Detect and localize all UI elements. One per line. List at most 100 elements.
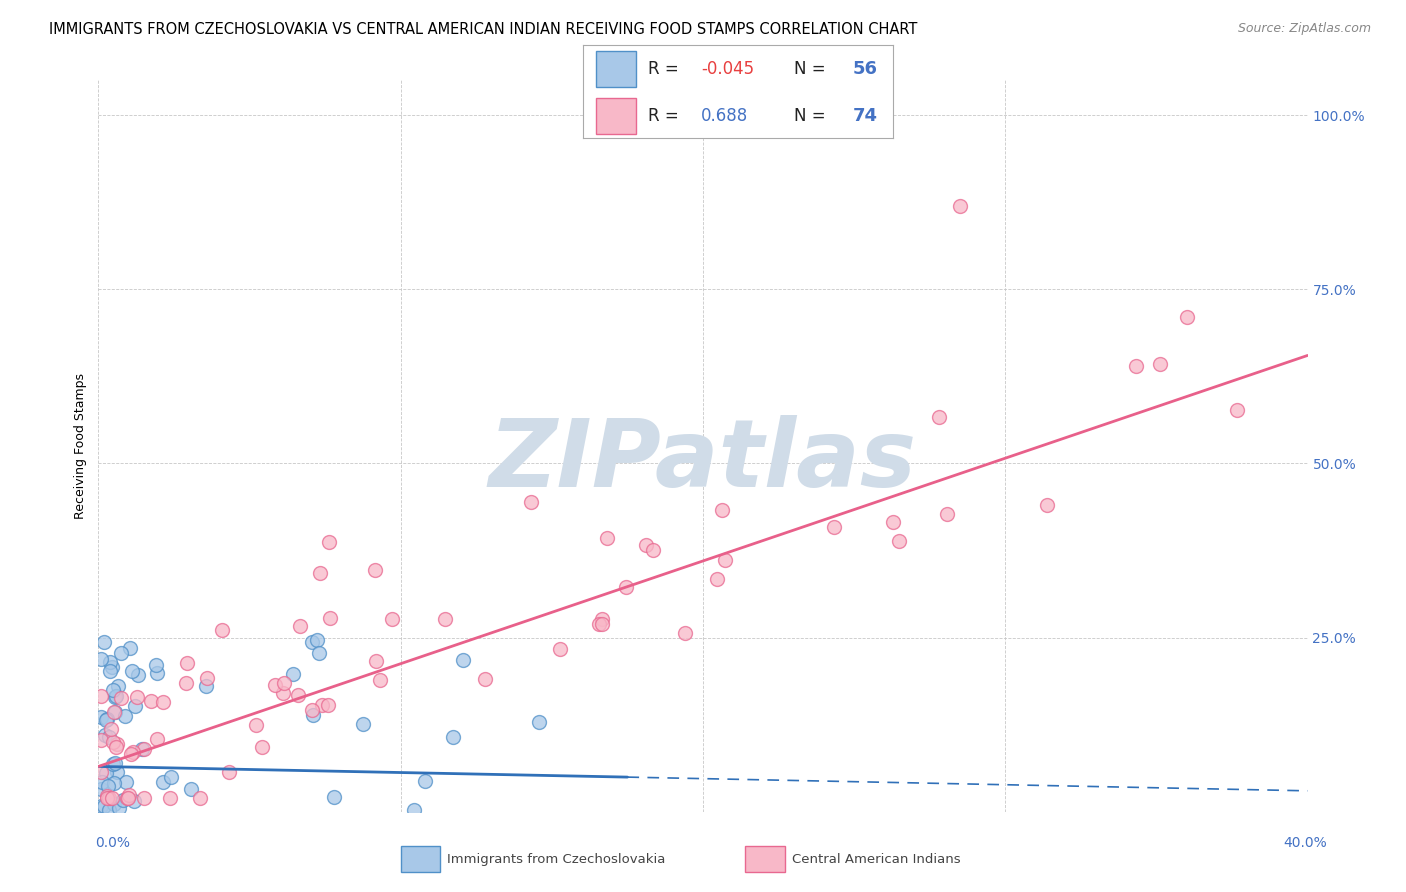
Point xyxy=(823,520,845,534)
FancyBboxPatch shape xyxy=(596,51,636,87)
Point xyxy=(120,747,142,762)
Point xyxy=(132,790,155,805)
Point xyxy=(152,775,174,789)
Point xyxy=(145,657,167,672)
Point xyxy=(124,698,146,713)
Point xyxy=(118,640,141,655)
Point xyxy=(311,698,333,712)
Point xyxy=(101,683,124,698)
Point xyxy=(96,714,118,728)
Point xyxy=(264,678,287,692)
Text: Source: ZipAtlas.com: Source: ZipAtlas.com xyxy=(1237,22,1371,36)
Point xyxy=(100,722,122,736)
Point xyxy=(281,667,304,681)
Point xyxy=(90,775,112,789)
Point xyxy=(180,782,202,797)
Point xyxy=(145,665,167,680)
Point xyxy=(96,789,118,804)
FancyBboxPatch shape xyxy=(596,98,636,134)
Point xyxy=(115,775,138,789)
Point xyxy=(90,652,112,666)
Point xyxy=(104,756,127,770)
Point xyxy=(673,625,696,640)
Point xyxy=(641,542,664,557)
Point xyxy=(211,623,233,637)
Text: 40.0%: 40.0% xyxy=(1284,836,1327,850)
Point xyxy=(104,690,127,704)
Point xyxy=(271,686,294,700)
Point xyxy=(273,676,295,690)
Point xyxy=(97,731,120,745)
Point xyxy=(936,508,959,522)
Point xyxy=(101,756,124,771)
Y-axis label: Receiving Food Stamps: Receiving Food Stamps xyxy=(75,373,87,519)
Point xyxy=(882,515,904,529)
Point xyxy=(413,774,436,789)
Text: Central American Indians: Central American Indians xyxy=(792,854,960,866)
Text: 56: 56 xyxy=(852,60,877,78)
Point xyxy=(309,566,332,581)
Point xyxy=(146,732,169,747)
Point xyxy=(131,741,153,756)
Point xyxy=(152,694,174,708)
Point xyxy=(103,776,125,790)
Point xyxy=(98,656,121,670)
Point xyxy=(104,705,127,719)
Point xyxy=(105,689,128,703)
Point xyxy=(132,741,155,756)
Point xyxy=(160,770,183,784)
Point xyxy=(98,664,121,678)
Point xyxy=(287,688,309,702)
Point xyxy=(98,790,121,805)
Point xyxy=(139,693,162,707)
Point xyxy=(364,655,387,669)
Point xyxy=(319,611,342,625)
Text: ZIPatlas: ZIPatlas xyxy=(489,415,917,507)
Point xyxy=(316,698,339,713)
Point xyxy=(433,612,456,626)
Point xyxy=(710,503,733,517)
Point xyxy=(127,690,149,705)
Point xyxy=(1226,403,1249,417)
Point xyxy=(121,745,143,759)
Text: 0.0%: 0.0% xyxy=(96,836,131,850)
Point xyxy=(112,793,135,807)
Point xyxy=(96,790,118,805)
Point xyxy=(1125,359,1147,373)
Point xyxy=(93,798,115,813)
Point xyxy=(110,690,132,705)
Point xyxy=(190,790,212,805)
Point xyxy=(104,739,127,754)
Point xyxy=(90,764,112,779)
Text: -0.045: -0.045 xyxy=(702,60,754,78)
Point xyxy=(302,707,325,722)
Point xyxy=(90,689,112,703)
Point xyxy=(122,794,145,808)
Point xyxy=(96,779,118,793)
Point xyxy=(588,617,610,632)
Point xyxy=(591,612,613,626)
Point xyxy=(591,617,613,632)
Point xyxy=(441,730,464,744)
Point xyxy=(928,410,950,425)
Point xyxy=(636,538,658,552)
Point xyxy=(90,733,112,747)
Point xyxy=(110,646,132,660)
Point xyxy=(117,790,139,805)
Point xyxy=(174,676,197,690)
Point xyxy=(368,673,391,687)
Point xyxy=(96,712,118,726)
Point xyxy=(474,672,496,686)
Point xyxy=(105,764,128,779)
Point xyxy=(252,739,274,754)
Point xyxy=(90,781,112,796)
Point xyxy=(290,619,312,633)
Point xyxy=(118,788,141,802)
Point xyxy=(90,798,112,813)
Point xyxy=(176,656,198,670)
Point xyxy=(949,199,972,213)
Point xyxy=(107,680,129,694)
Point xyxy=(105,737,128,751)
Point xyxy=(94,728,117,742)
Point xyxy=(527,715,550,730)
